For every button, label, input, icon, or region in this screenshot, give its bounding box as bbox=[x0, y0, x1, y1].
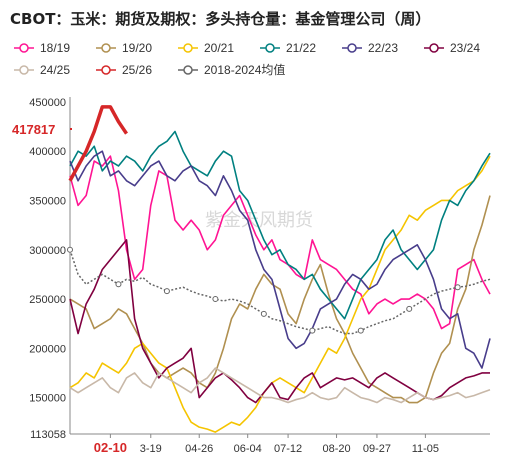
y-tick-label: 450000 bbox=[29, 97, 66, 109]
y-tick-label: 300000 bbox=[29, 245, 66, 257]
y-tick-label: 400000 bbox=[29, 146, 66, 158]
legend-item-18-19[interactable]: 18/19 bbox=[14, 41, 70, 55]
legend-marker-2018-2024 bbox=[183, 65, 193, 75]
series-point-2018-2024 bbox=[163, 288, 170, 295]
series-line-22-23 bbox=[69, 150, 491, 369]
legend-marker-21-22 bbox=[265, 43, 275, 53]
y-tick-label: 350000 bbox=[29, 195, 66, 207]
legend-label-24-25: 24/25 bbox=[40, 63, 70, 77]
series-18-19 bbox=[69, 155, 491, 330]
series-point-2018-2024 bbox=[357, 327, 364, 334]
series-point-2018-2024 bbox=[260, 310, 267, 317]
y-tick-label: 150000 bbox=[29, 393, 66, 405]
y-tick-label: 200000 bbox=[29, 343, 66, 355]
series-25-26 bbox=[68, 105, 128, 182]
series-point-2018-2024 bbox=[115, 281, 122, 288]
legend-label-22-23: 22/23 bbox=[368, 41, 398, 55]
series-21-22 bbox=[69, 130, 491, 320]
legend-item-23-24[interactable]: 23/24 bbox=[424, 41, 480, 55]
watermark: 紫金天风期货 bbox=[205, 210, 313, 231]
x-tick-label: 07-12 bbox=[274, 443, 302, 455]
series-line-25-26 bbox=[68, 105, 128, 182]
legend-label-18-19: 18/19 bbox=[40, 41, 70, 55]
legend-marker-20-21 bbox=[183, 43, 193, 53]
y-axis: 450000 400000 350000 300000 250000 200000 1500… bbox=[29, 97, 71, 441]
x-axis: 02-10 3-19 04-26 06-04 07-12 08-20 09-27 11-05 bbox=[70, 433, 490, 455]
legend-item-24-25[interactable]: 24/25 bbox=[14, 63, 70, 77]
legend-item-22-23[interactable]: 22/23 bbox=[342, 41, 398, 55]
legend-label-21-22: 21/22 bbox=[286, 41, 316, 55]
plot-area bbox=[67, 105, 491, 433]
legend-marker-22-23 bbox=[347, 43, 357, 53]
series-point-2018-2024 bbox=[309, 327, 316, 334]
legend-item-25-26[interactable]: 25/26 bbox=[96, 63, 152, 77]
series-point-2018-2024 bbox=[212, 296, 219, 303]
legend-label-25-26: 25/26 bbox=[122, 63, 152, 77]
legend-item-20-21[interactable]: 20/21 bbox=[178, 41, 234, 55]
chart-title: CBOT：玉米：期货及期权：多头持仓量：基金管理公司（周） bbox=[10, 10, 430, 28]
x-tick-label: 11-05 bbox=[412, 443, 439, 455]
series-line-24-25 bbox=[69, 367, 491, 404]
legend-marker-24-25 bbox=[19, 65, 29, 75]
series-line-21-22 bbox=[69, 130, 491, 320]
latest-value-group: 417817 bbox=[12, 122, 72, 137]
series-22-23 bbox=[69, 150, 491, 369]
legend-marker-25-26 bbox=[101, 65, 111, 75]
legend: 18/19 19/20 20/21 21/22 22/23 23/24 24/25 25/26… bbox=[14, 41, 480, 77]
legend-item-19-20[interactable]: 19/20 bbox=[96, 41, 152, 55]
x-tick-label: 09-27 bbox=[363, 443, 391, 455]
legend-label-20-21: 20/21 bbox=[204, 41, 234, 55]
x-tick-label: 06-04 bbox=[234, 443, 262, 455]
legend-label-23-24: 23/24 bbox=[450, 41, 480, 55]
legend-item-21-22[interactable]: 21/22 bbox=[260, 41, 316, 55]
series-2018-2024 bbox=[67, 246, 491, 335]
legend-marker-23-24 bbox=[429, 43, 439, 53]
legend-marker-18-19 bbox=[19, 43, 29, 53]
series-point-2018-2024 bbox=[67, 246, 73, 253]
series-line-2018-2024 bbox=[69, 249, 491, 335]
latest-value-label: 417817 bbox=[12, 122, 55, 137]
legend-item-2018-2024[interactable]: 2018-2024均值 bbox=[178, 62, 285, 77]
x-tick-label: 08-20 bbox=[322, 443, 350, 455]
y-tick-label: 113058 bbox=[30, 429, 66, 441]
x-tick-label: 3-19 bbox=[140, 443, 162, 455]
x-tick-label-highlight: 02-10 bbox=[94, 440, 127, 455]
series-line-18-19 bbox=[69, 155, 491, 330]
series-24-25 bbox=[69, 367, 491, 404]
x-tick-label: 04-26 bbox=[185, 443, 213, 455]
series-point-2018-2024 bbox=[454, 284, 461, 291]
series-line-20-21 bbox=[69, 155, 491, 433]
series-20-21 bbox=[69, 155, 491, 433]
legend-marker-19-20 bbox=[101, 43, 111, 53]
series-point-2018-2024 bbox=[406, 305, 413, 312]
y-tick-label: 250000 bbox=[29, 294, 66, 306]
legend-label-19-20: 19/20 bbox=[122, 41, 152, 55]
legend-label-2018-2024: 2018-2024均值 bbox=[204, 62, 285, 77]
